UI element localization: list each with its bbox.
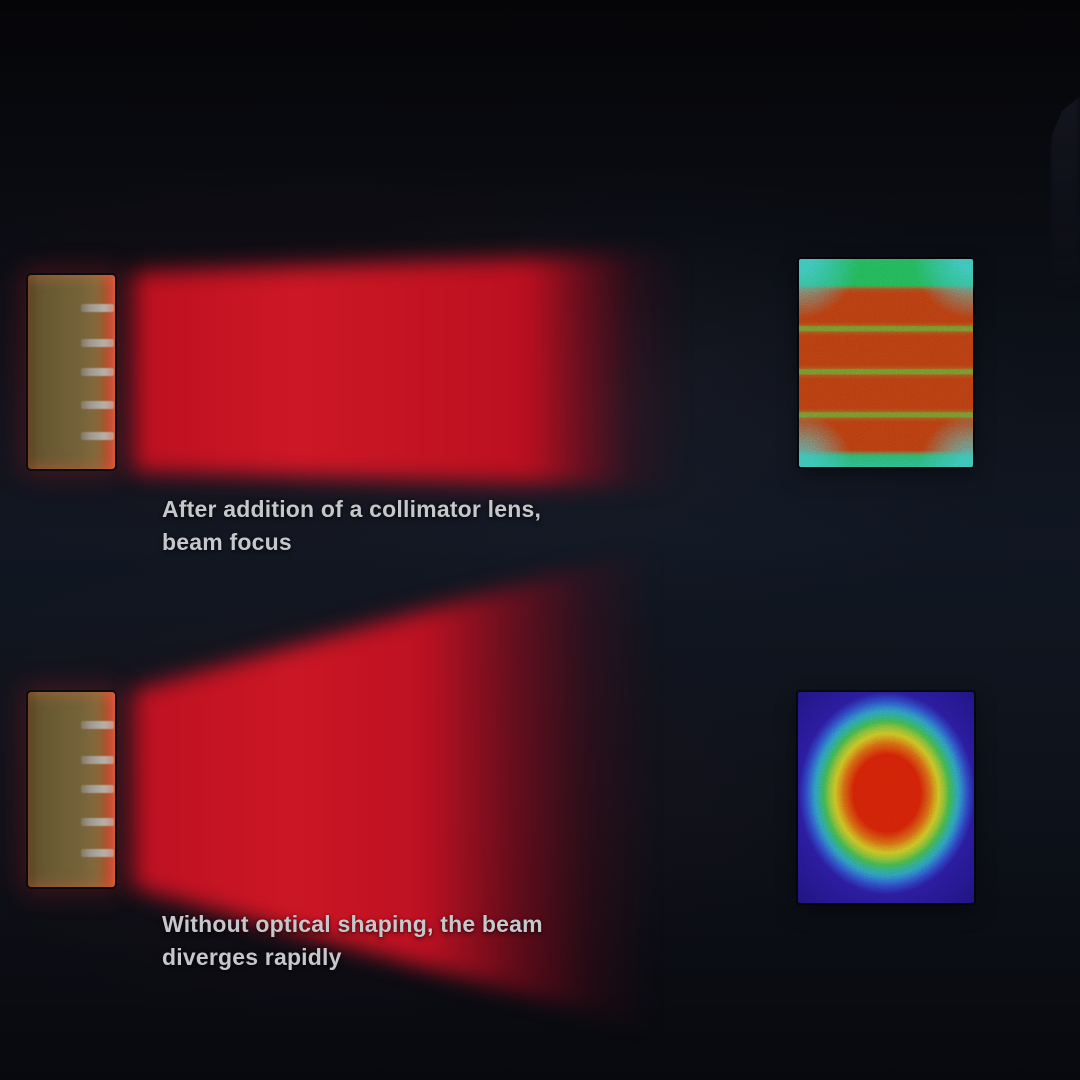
beam-profile-divergent [798,692,974,903]
emitter-electrode [81,818,114,826]
emitter-electrode [81,849,114,857]
emitter-electrode [81,339,114,347]
emitter-electrode [81,401,114,409]
emitter-electrode [81,785,114,793]
emitter-electrode [81,756,114,764]
grain-texture [799,259,973,467]
caption-line: After addition of a collimator lens, [162,496,542,522]
emitter-electrode [81,721,114,729]
collimated-beam [133,251,681,489]
grain-texture [798,692,974,903]
caption-line: diverges rapidly [162,944,342,970]
laser-diode-emitter-top [28,275,115,469]
emitter-electrode [81,304,114,312]
beam-profile-collimated [799,259,973,467]
caption-collimated: After addition of a collimator lens, bea… [162,493,541,559]
emitter-electrode [81,368,114,376]
caption-line: beam focus [162,529,292,555]
cropped-edge-object [1050,96,1080,311]
emitter-electrode [81,432,114,440]
caption-line: Without optical shaping, the beam [162,911,543,937]
caption-divergent: Without optical shaping, the beam diverg… [162,908,543,974]
laser-diode-emitter-bottom [28,692,115,887]
